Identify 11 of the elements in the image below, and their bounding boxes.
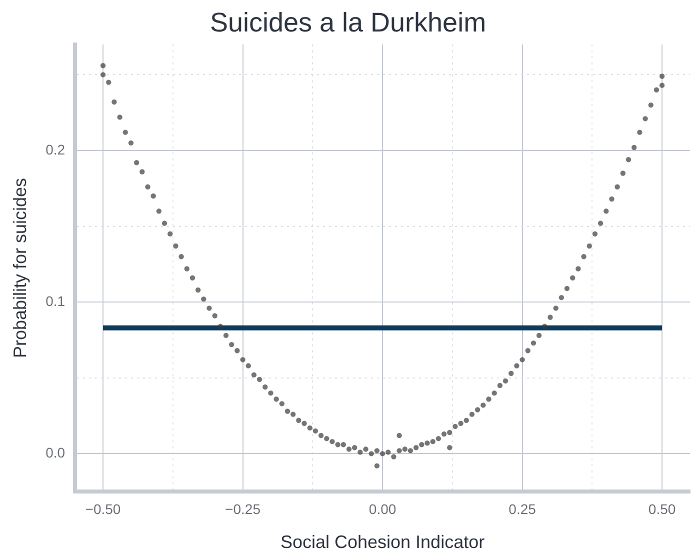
- y-tick-label: 0.0: [46, 444, 66, 461]
- y-axis-title: Probability for suicides: [10, 178, 30, 358]
- x-tick-label: 0.25: [508, 500, 536, 517]
- x-tick-label: −0.50: [85, 500, 121, 517]
- x-tick-label: 0.50: [648, 500, 676, 517]
- y-tick-label: 0.2: [46, 141, 66, 158]
- y-tick-label: 0.1: [46, 292, 66, 309]
- x-tick-label: 0.00: [368, 500, 396, 517]
- x-tick-label: −0.25: [225, 500, 261, 517]
- chart-title: Suicides a la Durkheim: [210, 8, 486, 38]
- x-axis-title: Social Cohesion Indicator: [280, 532, 485, 552]
